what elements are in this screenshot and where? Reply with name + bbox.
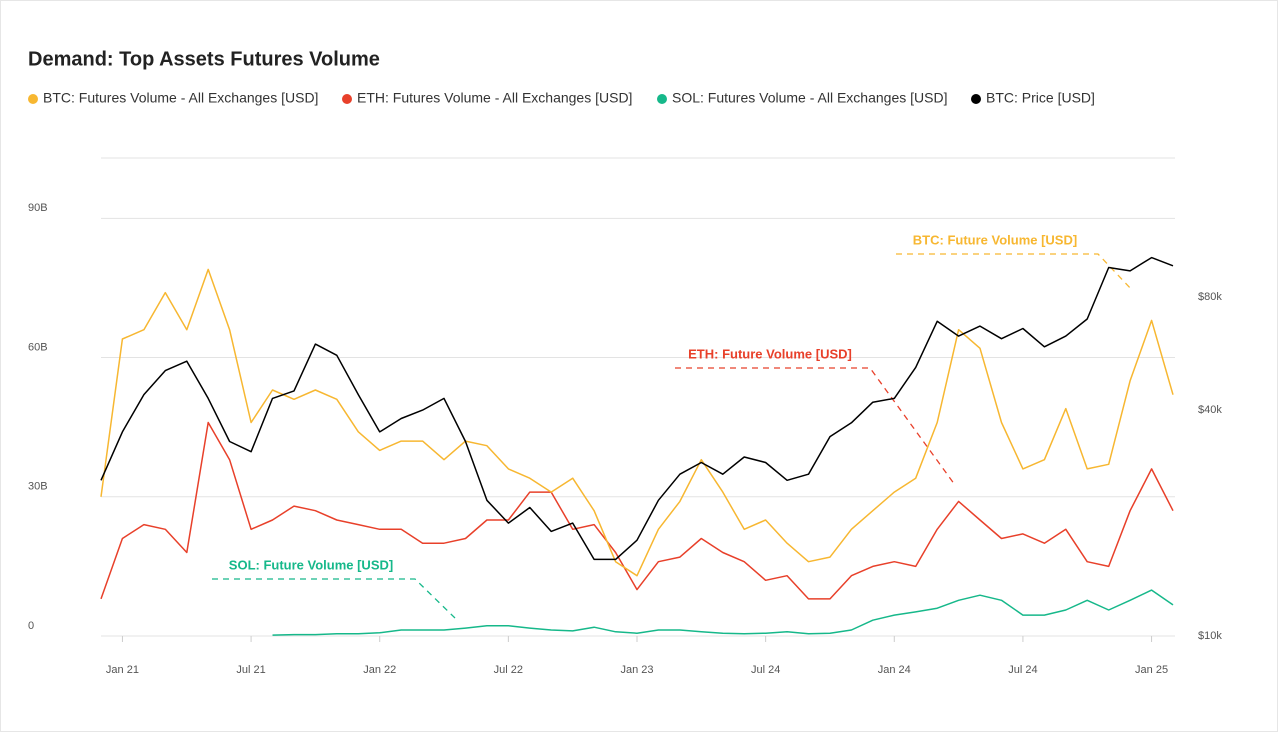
x-tick-label: Jan 21 [106,664,139,676]
y-tick-label: 60B [28,341,48,353]
y-tick-label: 30B [28,481,48,493]
series-line [272,589,1174,636]
y2-tick-label: $10k [1198,630,1222,642]
y2-tick-label: $40k [1198,404,1222,416]
annotation: SOL: Future Volume [USD] [229,557,393,572]
legend-label: SOL: Futures Volume - All Exchanges [USD… [672,90,947,106]
annotation: BTC: Future Volume [USD] [913,232,1077,247]
leader [675,367,956,486]
legend-swatch [971,94,981,104]
x-tick-label: Jul 21 [236,664,265,676]
legend-swatch [657,94,667,104]
legend-swatch [342,94,352,104]
x-tick-label: Jul 22 [494,664,523,676]
series-line [100,256,1174,561]
x-tick-label: Jan 24 [878,664,911,676]
x-tick-label: Jul 24 [1008,664,1037,676]
x-tick-label: Jan 22 [363,664,396,676]
series-line [100,421,1174,600]
leader [212,578,456,619]
legend-swatch [28,94,38,104]
leader [896,253,1133,291]
x-tick-label: Jan 23 [620,664,653,676]
y2-tick-label: $80k [1198,291,1222,303]
chart-title: Demand: Top Assets Futures Volume [28,48,380,70]
annotation-leaders [212,253,1133,619]
series-line [100,268,1174,577]
annotation: ETH: Future Volume [USD] [688,346,852,361]
legend-label: BTC: Futures Volume - All Exchanges [USD… [43,90,318,106]
x-tick-label: Jan 25 [1135,664,1168,676]
legend-label: ETH: Futures Volume - All Exchanges [USD… [357,90,632,106]
legend-label: BTC: Price [USD] [986,90,1095,106]
y-tick-label: 90B [28,202,48,214]
x-tick-label: Jul 24 [751,664,780,676]
y-tick-label: 0 [28,620,34,632]
